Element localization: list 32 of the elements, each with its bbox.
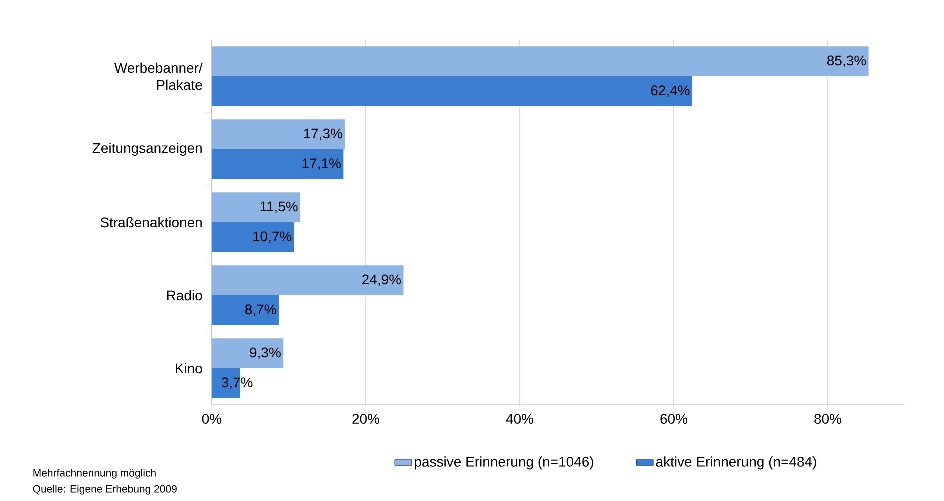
bar	[212, 46, 869, 77]
data-label: 24,9%	[362, 274, 402, 286]
data-label: 11,5%	[260, 202, 298, 214]
x-tick-label: 80%	[814, 414, 842, 424]
y-tick-label: Kino	[176, 363, 202, 374]
y-tick-label: Werbebanner/ Plakate	[114, 62, 203, 90]
data-label: 10,7%	[254, 232, 292, 244]
bar	[212, 338, 284, 369]
bar	[212, 222, 294, 252]
source-note: Quelle: Eigene Erhebung 2009	[33, 485, 177, 495]
legend-label: aktive Erinnerung (n=484)	[656, 456, 816, 470]
y-tick-label: Straßenaktionen	[100, 217, 202, 228]
x-tick-label: 40%	[506, 414, 534, 424]
y-tick-label: Radio	[167, 290, 202, 301]
bar	[212, 76, 692, 106]
data-label: 62,4%	[651, 86, 690, 98]
x-tick-label: 0%	[202, 414, 222, 424]
y-tick-label: Zeitungsanzeigen	[92, 142, 202, 156]
data-label: 8,7%	[245, 304, 276, 316]
x-tick-label: 60%	[660, 414, 688, 424]
bar	[212, 266, 404, 296]
bar	[212, 120, 346, 150]
data-label: 17,1%	[302, 158, 341, 170]
text: Mehrfachnennung möglich	[34, 469, 156, 479]
bar	[212, 192, 301, 223]
bar	[212, 150, 344, 180]
x-tick-label: 20%	[352, 414, 380, 424]
data-label: 17,3%	[304, 128, 343, 140]
legend-label: passive Erinnerung (n=1046)	[415, 456, 594, 470]
data-label: 85,3%	[828, 56, 866, 68]
data-label: 9,3%	[250, 348, 281, 360]
bar	[212, 296, 279, 326]
